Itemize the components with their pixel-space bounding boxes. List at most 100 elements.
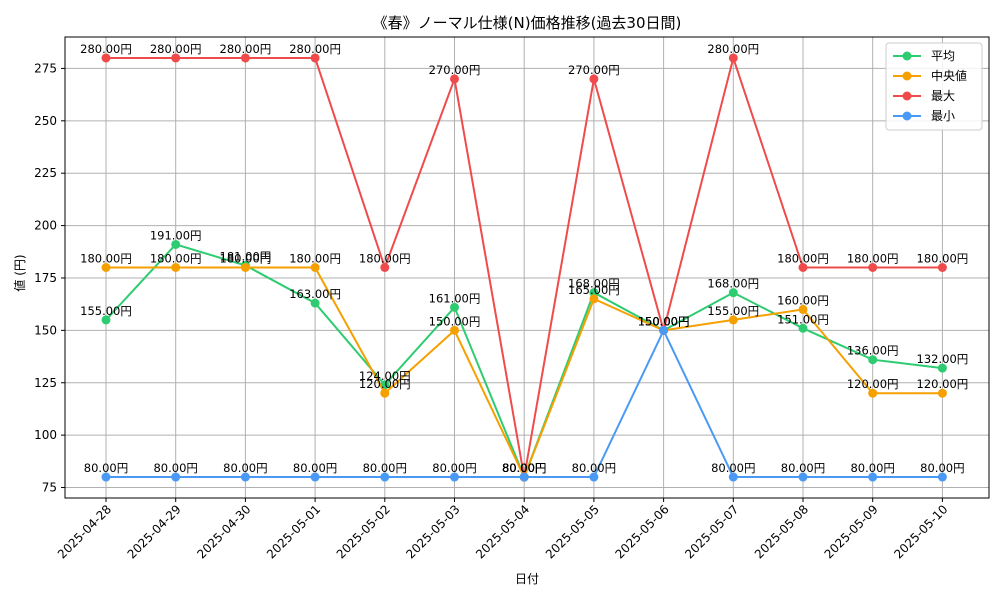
data-point — [171, 53, 181, 63]
data-point — [380, 472, 390, 482]
chart-title: 《春》ノーマル仕様(N)価格推移(過去30日間) — [373, 14, 682, 32]
data-label: 180.00円 — [359, 252, 411, 266]
x-tick-label: 2025-05-03 — [403, 502, 462, 561]
data-label: 163.00円 — [289, 287, 341, 301]
x-tick-label: 2025-05-09 — [822, 502, 881, 561]
data-label: 180.00円 — [289, 252, 341, 266]
data-label: 120.00円 — [917, 377, 969, 391]
data-label: 151.00円 — [777, 312, 829, 326]
x-tick-label: 2025-05-04 — [473, 502, 532, 561]
data-label: 150.00円 — [638, 314, 690, 328]
data-label: 80.00円 — [502, 461, 546, 475]
data-label: 80.00円 — [572, 461, 616, 475]
legend-marker — [902, 71, 912, 81]
data-label: 80.00円 — [502, 461, 546, 475]
legend-label: 中央値 — [931, 68, 967, 83]
data-point — [798, 472, 808, 482]
data-point — [240, 472, 250, 482]
legend-marker — [902, 51, 912, 61]
y-tick-label: 75 — [42, 481, 57, 495]
legend-label: 最大 — [931, 89, 955, 103]
data-point — [310, 263, 320, 272]
series-lines — [101, 53, 947, 482]
x-tick-label: 2025-04-28 — [55, 502, 114, 561]
data-point — [589, 472, 599, 482]
data-label: 136.00円 — [847, 344, 899, 358]
data-point — [450, 302, 459, 312]
data-point — [728, 288, 738, 298]
data-label: 80.00円 — [502, 461, 546, 475]
data-point — [589, 288, 599, 298]
data-label: 80.00円 — [502, 461, 546, 475]
data-label: 150.00円 — [638, 314, 690, 328]
data-label: 80.00円 — [920, 461, 964, 475]
data-label: 120.00円 — [847, 377, 899, 391]
data-label: 270.00円 — [429, 63, 481, 77]
x-axis-label: 日付 — [515, 572, 539, 586]
data-point — [728, 53, 738, 63]
legend-marker — [902, 91, 912, 101]
data-point — [798, 304, 808, 314]
x-tick-label: 2025-05-05 — [543, 502, 602, 561]
data-point — [310, 298, 320, 308]
data-point — [728, 315, 738, 325]
x-axis-ticks: 2025-04-28 2025-04-29 2025-04-30 2025-05-01… — [55, 498, 951, 561]
data-label: 168.00円 — [568, 277, 620, 291]
data-point — [101, 315, 111, 325]
data-point — [937, 472, 947, 482]
legend-marker — [902, 111, 912, 121]
data-label: 155.00円 — [707, 304, 759, 318]
data-point — [310, 53, 320, 63]
data-point — [659, 325, 669, 335]
plot-frame — [64, 36, 990, 499]
data-point — [171, 472, 181, 482]
data-label: 150.00円 — [429, 314, 481, 328]
data-point — [798, 263, 808, 272]
y-tick-label: 275 — [34, 61, 57, 75]
data-label: 80.00円 — [293, 461, 337, 475]
data-point — [589, 74, 599, 84]
y-tick-label: 200 — [34, 219, 57, 233]
data-labels: 155.00円 191.00円 181.00円 163.00円 124.00円 161.0… — [80, 42, 968, 475]
data-point — [101, 263, 111, 272]
data-label: 280.00円 — [220, 42, 272, 56]
legend-label: 最小 — [931, 109, 955, 123]
data-point — [937, 363, 947, 373]
data-point — [450, 74, 459, 84]
y-tick-label: 175 — [34, 271, 57, 285]
data-label: 120.00円 — [359, 377, 411, 391]
data-point — [519, 472, 529, 482]
data-label: 155.00円 — [80, 304, 132, 318]
x-tick-label: 2025-05-08 — [752, 502, 811, 561]
data-label: 168.00円 — [707, 277, 759, 291]
data-point — [380, 388, 390, 398]
y-tick-label: 125 — [34, 376, 57, 390]
data-label: 280.00円 — [80, 42, 132, 56]
data-label: 270.00円 — [568, 63, 620, 77]
data-point — [589, 294, 599, 304]
y-axis-label: 値 (円) — [12, 254, 27, 291]
legend-label: 平均 — [931, 49, 955, 63]
x-tick-label: 2025-04-29 — [125, 502, 184, 561]
data-point — [240, 53, 250, 63]
data-label: 80.00円 — [223, 461, 267, 475]
data-label: 80.00円 — [432, 461, 476, 475]
x-tick-label: 2025-05-02 — [334, 502, 393, 561]
data-label: 150.00円 — [638, 314, 690, 328]
data-point — [101, 53, 111, 63]
data-label: 80.00円 — [363, 461, 407, 475]
data-label: 80.00円 — [711, 461, 755, 475]
data-point — [450, 472, 459, 482]
data-point — [240, 263, 250, 272]
data-point — [101, 472, 111, 482]
legend-box — [885, 42, 983, 131]
y-tick-label: 100 — [34, 428, 57, 442]
data-label: 124.00円 — [359, 369, 411, 383]
data-point — [171, 239, 181, 249]
data-point — [868, 472, 878, 482]
data-point — [937, 388, 947, 398]
data-label: 180.00円 — [917, 252, 969, 266]
x-tick-label: 2025-04-30 — [194, 502, 253, 561]
data-label: 180.00円 — [80, 252, 132, 266]
